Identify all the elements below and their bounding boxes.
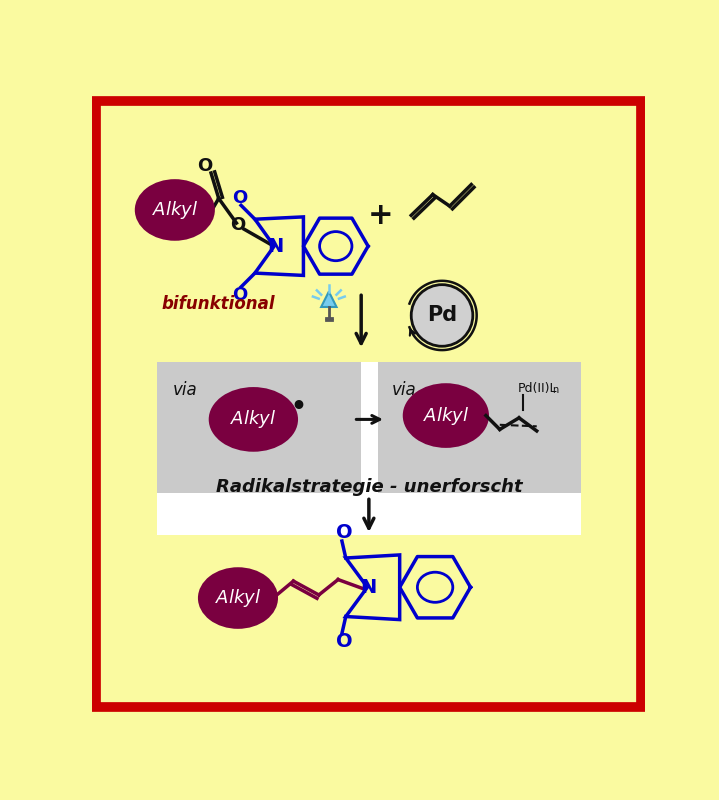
Bar — [157, 493, 581, 535]
Text: Pd: Pd — [427, 306, 457, 326]
Text: bifunktional: bifunktional — [162, 295, 275, 313]
Text: •: • — [290, 395, 306, 419]
Text: $\it{Alkyl}$: $\it{Alkyl}$ — [215, 587, 261, 609]
Bar — [361, 362, 378, 493]
Text: O: O — [230, 216, 246, 234]
Text: $\it{Alkyl}$: $\it{Alkyl}$ — [230, 408, 277, 430]
Text: $\it{Alkyl}$: $\it{Alkyl}$ — [423, 405, 469, 426]
Text: via: via — [173, 381, 197, 399]
Text: N: N — [361, 578, 377, 597]
Ellipse shape — [403, 383, 489, 448]
Circle shape — [411, 285, 473, 346]
Text: $\it{Alkyl}$: $\it{Alkyl}$ — [152, 199, 198, 221]
Text: O: O — [336, 523, 352, 542]
Ellipse shape — [209, 387, 298, 452]
Ellipse shape — [134, 179, 215, 241]
Bar — [157, 362, 581, 535]
Ellipse shape — [198, 567, 278, 629]
Polygon shape — [321, 291, 336, 307]
Text: via: via — [392, 381, 417, 399]
Text: N: N — [267, 237, 284, 256]
Text: O: O — [232, 189, 247, 206]
Text: n: n — [552, 385, 559, 395]
Text: O: O — [197, 157, 213, 175]
Text: +: + — [367, 201, 393, 230]
Text: O: O — [232, 286, 247, 304]
Text: Radikalstrategie - unerforscht: Radikalstrategie - unerforscht — [216, 478, 522, 496]
Text: O: O — [336, 633, 352, 651]
Text: Pd(II)L: Pd(II)L — [518, 382, 557, 395]
